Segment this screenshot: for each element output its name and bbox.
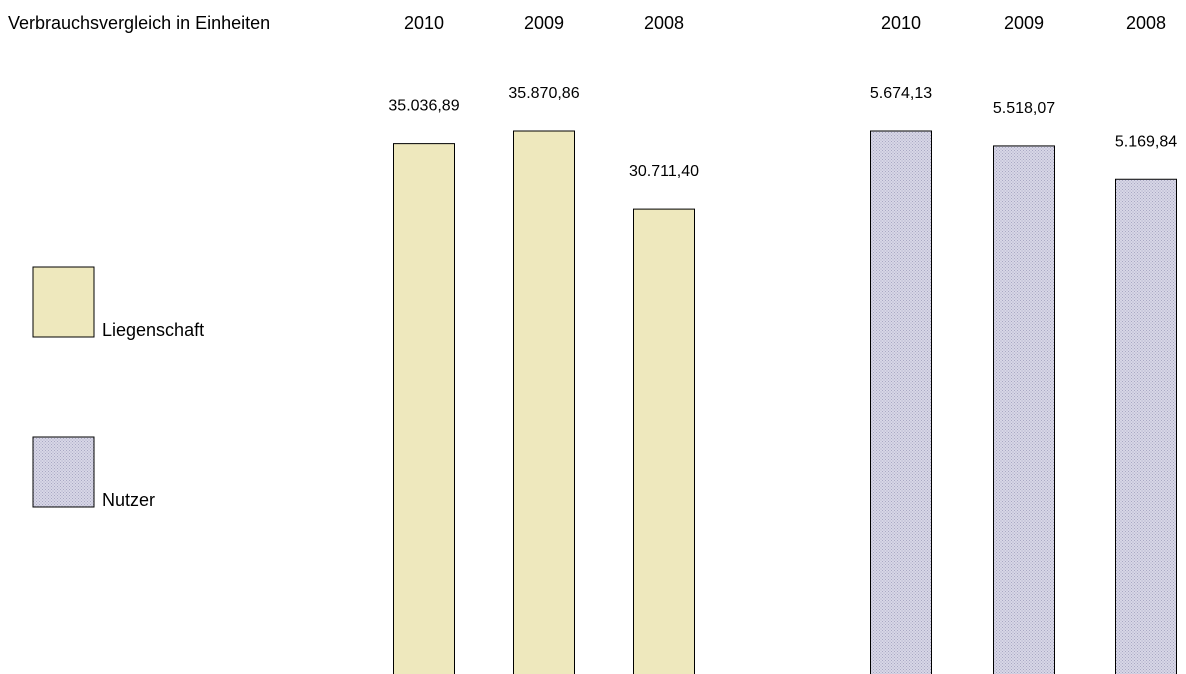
value-label-liegenschaft-2009: 35.870,86 (508, 85, 579, 102)
bar-nutzer-2009 (993, 145, 1055, 674)
value-label-nutzer-2008: 5.169,84 (1115, 133, 1177, 150)
bar-nutzer-2010 (870, 130, 932, 674)
year-header-nutzer-2009: 2009 (1004, 13, 1044, 33)
year-header-nutzer-2010: 2010 (881, 13, 921, 33)
legend: Liegenschaft Nutzer (32, 266, 204, 510)
year-header-liegenschaft-2008: 2008 (644, 13, 684, 33)
year-headers: 2010 2009 2008 2010 2009 2008 (404, 13, 1166, 33)
chart-title: Verbrauchsvergleich in Einheiten (8, 13, 270, 33)
value-label-liegenschaft-2010: 35.036,89 (388, 98, 459, 115)
bar-nutzer-2008 (1115, 178, 1177, 674)
legend-label-liegenschaft: Liegenschaft (102, 320, 204, 340)
value-label-nutzer-2010: 5.674,13 (870, 85, 932, 102)
year-header-liegenschaft-2010: 2010 (404, 13, 444, 33)
bar-liegenschaft-2009 (513, 130, 575, 674)
bars (393, 130, 1177, 674)
value-label-nutzer-2009: 5.518,07 (993, 100, 1055, 117)
legend-item-liegenschaft: Liegenschaft (32, 266, 204, 340)
bar-liegenschaft-2010 (393, 143, 455, 674)
year-header-nutzer-2008: 2008 (1126, 13, 1166, 33)
value-label-liegenschaft-2008: 30.711,40 (629, 163, 699, 180)
year-header-liegenschaft-2009: 2009 (524, 13, 564, 33)
legend-swatch-liegenschaft (32, 266, 95, 338)
value-labels: 35.036,89 35.870,86 30.711,40 5.674,13 5.518… (388, 85, 1177, 180)
legend-swatch-nutzer (32, 436, 95, 508)
legend-item-nutzer: Nutzer (32, 436, 155, 510)
bar-liegenschaft-2008 (633, 208, 695, 674)
legend-label-nutzer: Nutzer (102, 490, 155, 510)
